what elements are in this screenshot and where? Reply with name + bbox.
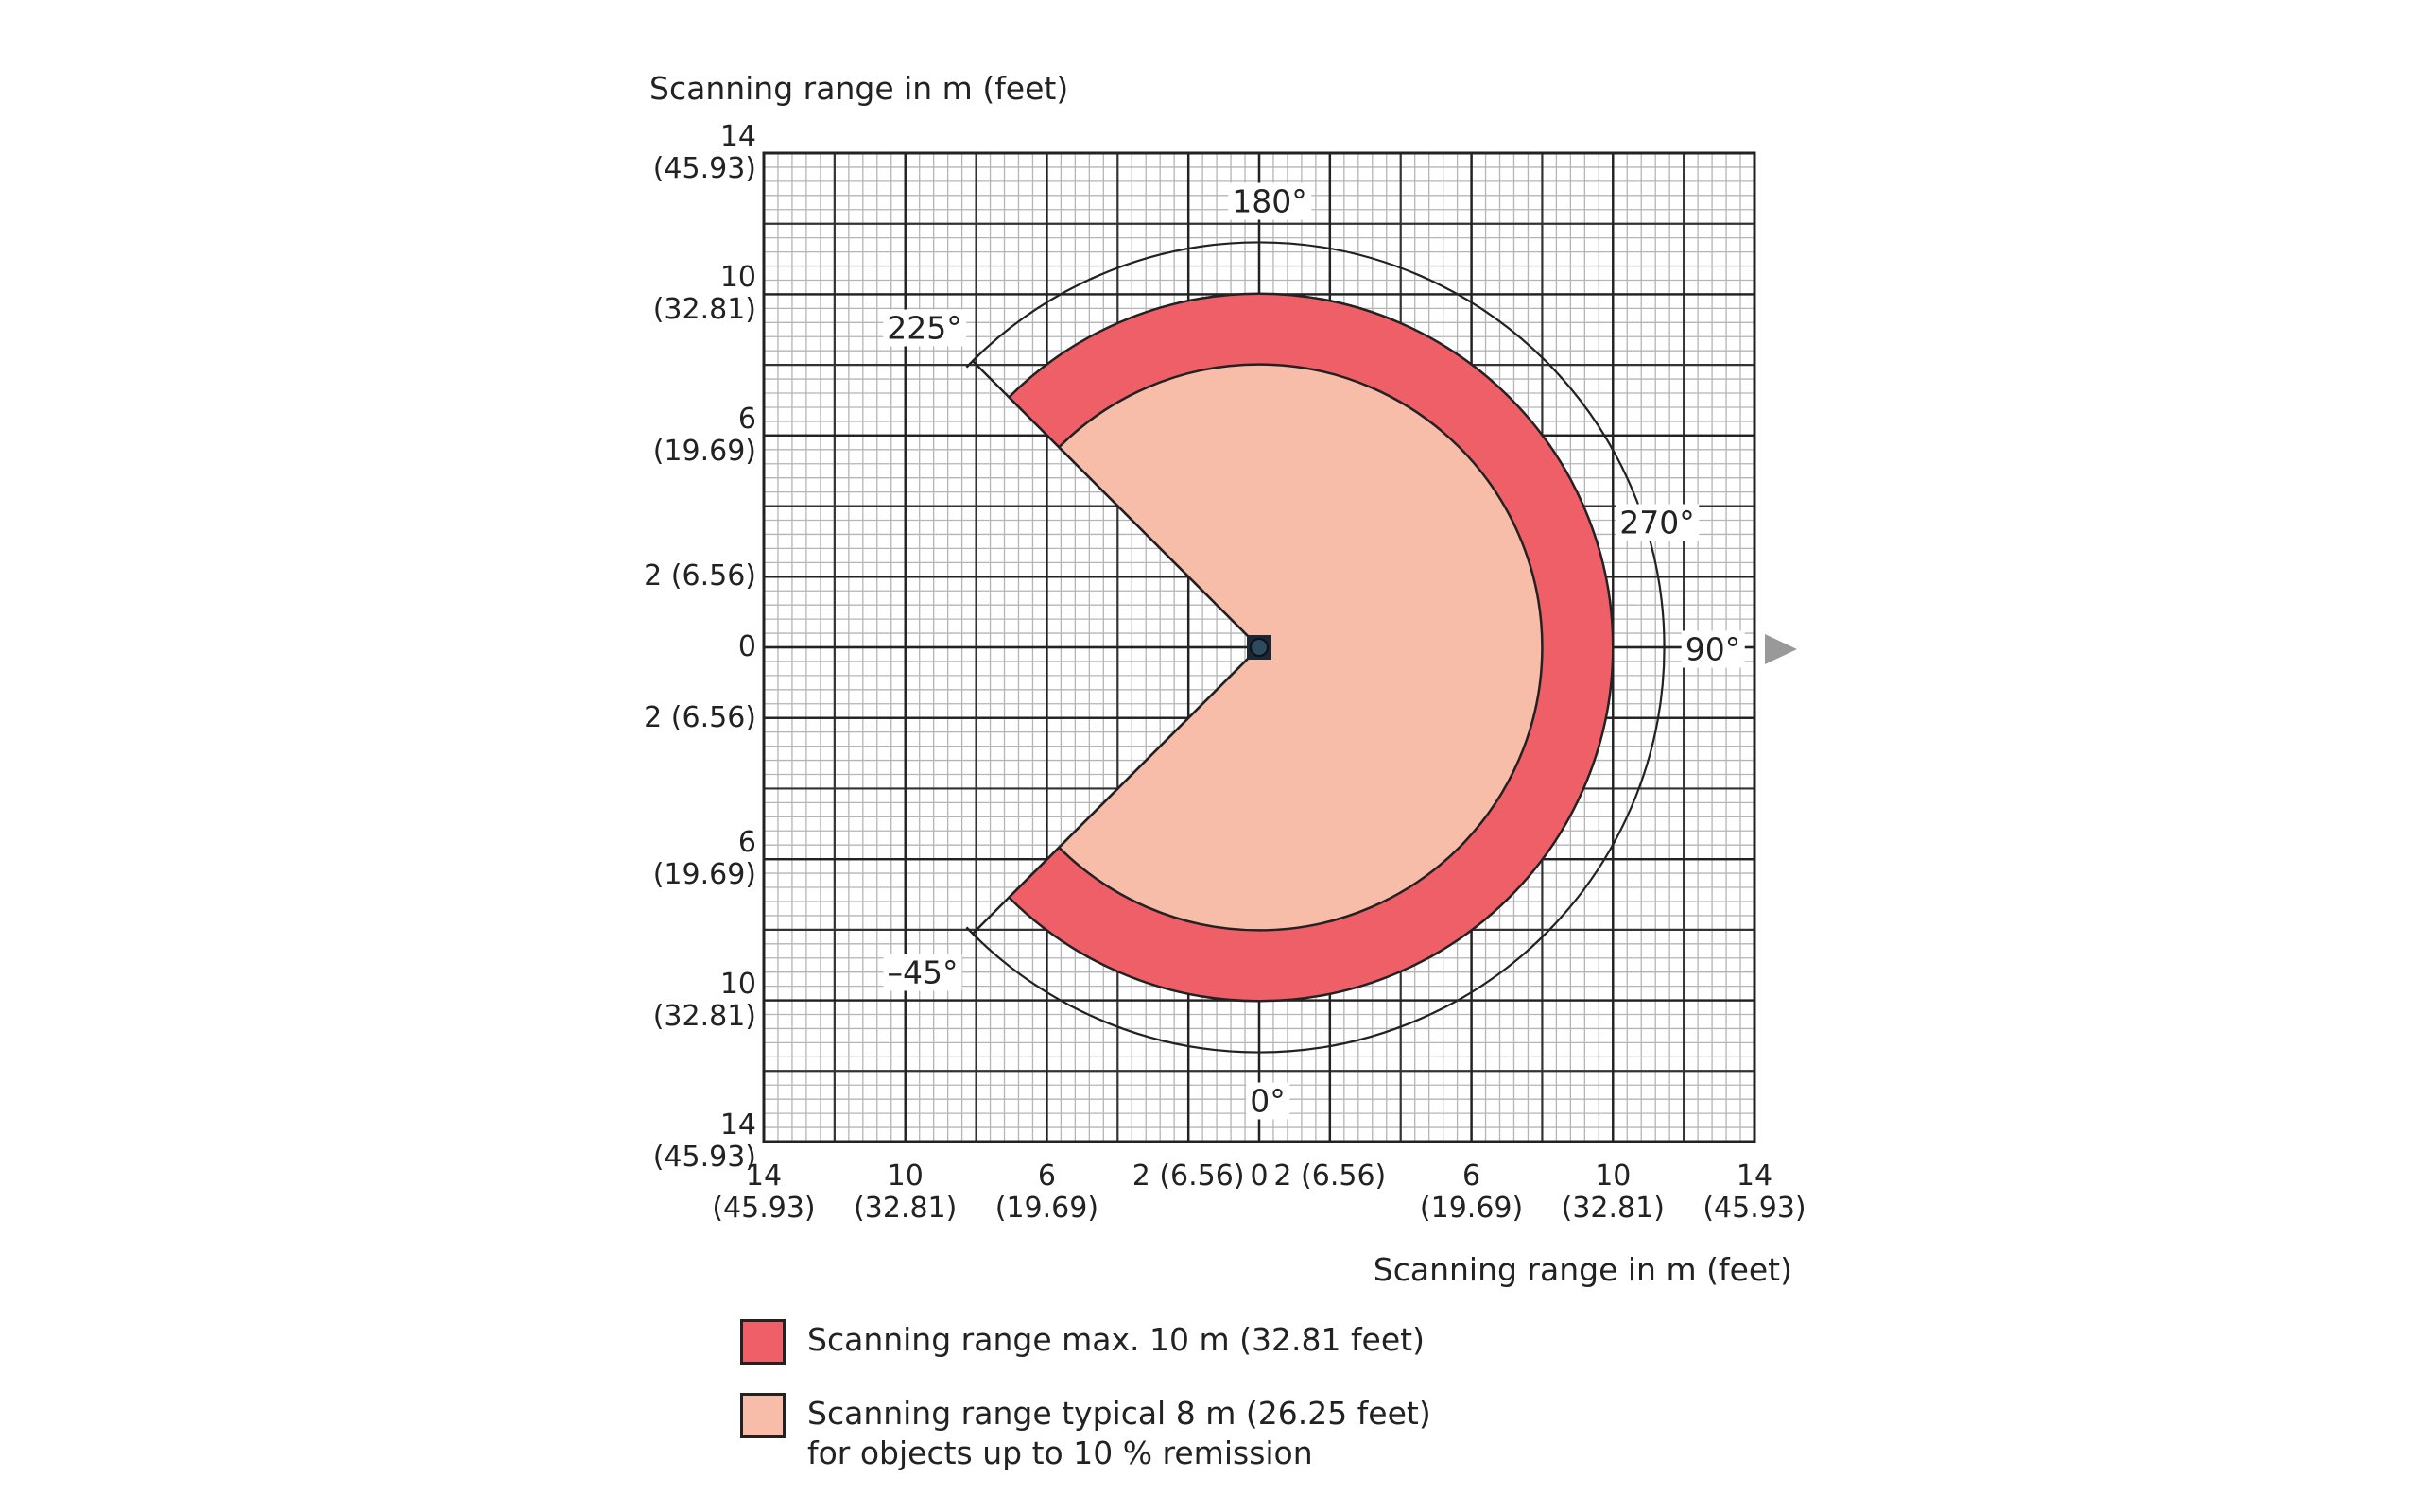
angle-label: 180° (1228, 182, 1311, 220)
angle-arc (972, 241, 1666, 1054)
angle-tick (965, 926, 980, 941)
plot-border (762, 151, 1756, 1143)
x-tick-label: 14 (45.93) (1703, 1160, 1806, 1225)
y-tick-label: 2 (6.56) (644, 559, 756, 593)
x-axis-title: Scanning range in m (feet) (1373, 1251, 1792, 1288)
angle-label: 90° (1681, 630, 1745, 668)
x-tick-label: 6 (19.69) (1419, 1160, 1524, 1225)
y-tick-label: 2 (6.56) (644, 700, 756, 734)
x-tick-label: 10 (32.81) (1561, 1160, 1665, 1225)
y-tick-label: 6 (19.69) (652, 402, 756, 468)
y-tick-label: 6 (19.69) (652, 826, 756, 892)
y-tick-label: 10 (32.81) (652, 261, 756, 327)
angle-tick (965, 353, 980, 369)
y-tick-label: 14 (45.93) (652, 1108, 756, 1174)
x-tick-label: 10 (32.81) (854, 1160, 958, 1225)
x-tick-label: 2 (6.56) (1273, 1160, 1387, 1193)
y-tick-label: 10 (32.81) (652, 967, 756, 1033)
y-tick-label: 14 (45.93) (652, 120, 756, 185)
y-tick-label: 0 (737, 630, 756, 663)
legend-label: Scanning range max. 10 m (32.81 feet) (807, 1321, 1425, 1358)
angle-label: 0° (1246, 1082, 1289, 1120)
legend-swatch (740, 1393, 786, 1438)
legend-swatch (740, 1319, 786, 1365)
angle-label: 225° (883, 309, 966, 347)
direction-arrow (1765, 634, 1797, 664)
x-tick-label: 6 (19.69) (994, 1160, 1099, 1225)
x-tick-label: 0 (1250, 1160, 1269, 1193)
x-tick-label: 14 (45.93) (712, 1160, 816, 1225)
angle-edge (972, 360, 1260, 648)
angle-edge (972, 646, 1260, 935)
x-tick-label: 2 (6.56) (1132, 1160, 1245, 1193)
range-sector (1057, 363, 1544, 932)
device-lens (1250, 638, 1269, 657)
legend-label: Scanning range typical 8 m (26.25 feet) … (807, 1395, 1431, 1471)
y-axis-title: Scanning range in m (feet) (649, 70, 1069, 107)
angle-label: –45° (883, 954, 962, 991)
angle-label: 270° (1616, 504, 1699, 541)
